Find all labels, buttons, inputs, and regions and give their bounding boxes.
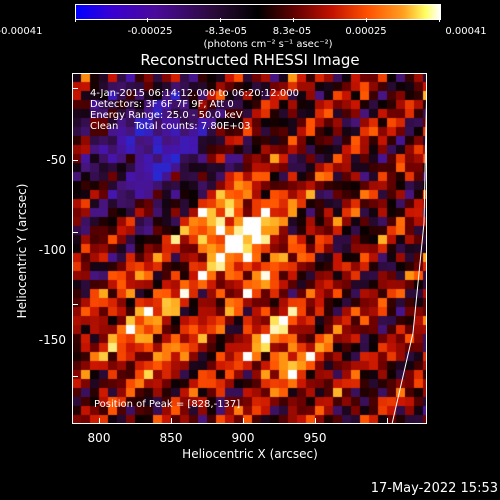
info-time-range: 4-Jan-2015 06:14:12.000 to 06:20:12.000 xyxy=(90,88,299,99)
y-axis-label: Heliocentric Y (arcsec) xyxy=(15,183,29,319)
colorbar-tick-label: -8.3e-05 xyxy=(205,26,247,37)
x-tick-label: 800 xyxy=(87,431,111,445)
x-tick-label: 900 xyxy=(231,431,255,445)
info-energy-range: Energy Range: 25.0 - 50.0 keV xyxy=(90,110,243,121)
y-tick-label: -50 xyxy=(46,153,66,167)
x-axis-label: Heliocentric X (arcsec) xyxy=(182,447,318,461)
rhessi-image: 4-Jan-2015 06:14:12.000 to 06:20:12.000 … xyxy=(72,73,427,424)
info-detectors: Detectors: 3F 6F 7F 9F, Att 0 xyxy=(90,99,234,110)
y-tick-label: -150 xyxy=(38,333,66,347)
colorbar-tick-label: -0.00025 xyxy=(127,26,173,37)
x-tick-label: 850 xyxy=(159,431,183,445)
limb-line xyxy=(391,73,427,424)
timestamp: 17-May-2022 15:53 xyxy=(370,481,498,496)
intensity-map xyxy=(72,73,427,424)
y-tick-label: -100 xyxy=(38,243,66,257)
info-total-counts: Clean Total counts: 7.80E+03 xyxy=(90,121,251,132)
colorbar xyxy=(75,4,441,20)
colorbar-ticks xyxy=(75,18,441,24)
colorbar-tick-label: -0.00041 xyxy=(0,26,43,37)
plot-title: Reconstructed RHESSI Image xyxy=(140,51,360,69)
colorbar-units: (photons cm⁻² s⁻¹ asec⁻²) xyxy=(203,39,333,50)
colorbar-tick-label: 0.00025 xyxy=(345,26,387,37)
colorbar-tick-label: 8.3e-05 xyxy=(272,26,312,37)
x-tick-label: 950 xyxy=(303,431,327,445)
plot-frame xyxy=(72,73,427,424)
colorbar-tick-label: 0.00041 xyxy=(445,26,487,37)
info-peak-position: Position of Peak = [828,-137] xyxy=(94,399,241,410)
